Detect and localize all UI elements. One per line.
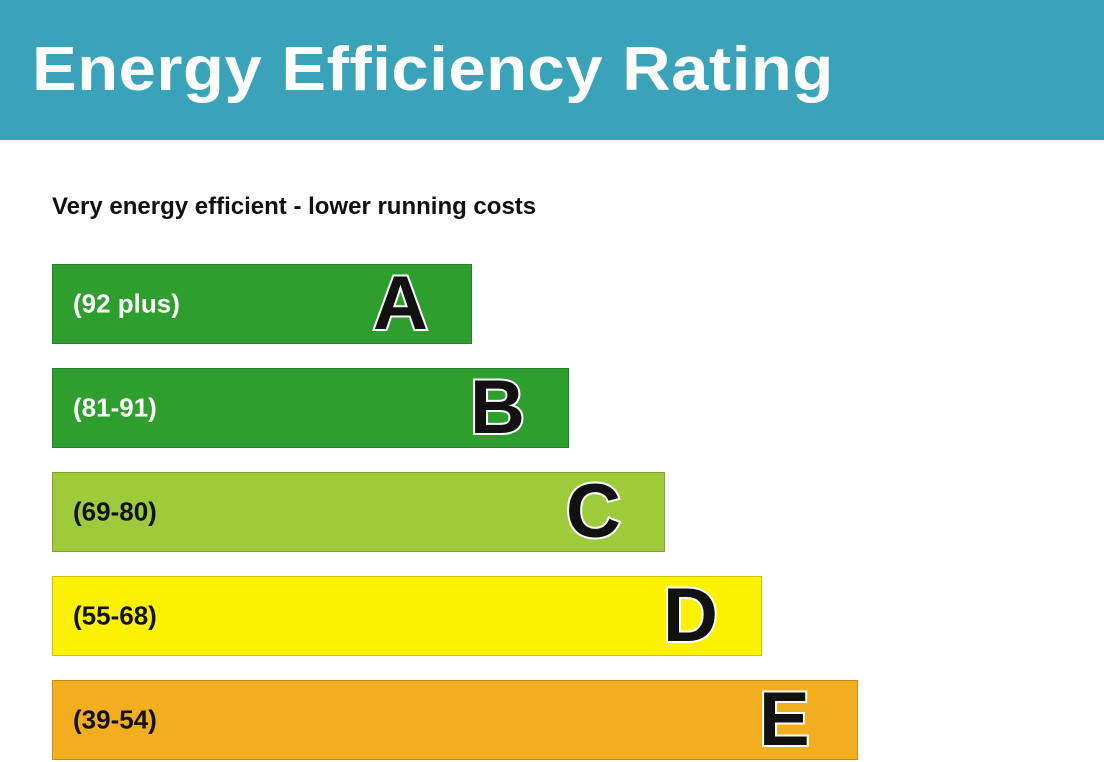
rating-band-a: (92 plus) A <box>52 261 472 346</box>
band-letter: E <box>757 677 812 762</box>
band-range-label: (69-80) <box>73 496 157 527</box>
rating-band-d: (55-68) D <box>52 573 762 658</box>
rating-band-b: (81-91) B <box>52 365 569 450</box>
band-letter: D <box>661 573 720 658</box>
rating-band-c: (69-80) C <box>52 469 665 554</box>
band-letter: A <box>371 261 430 346</box>
band-letter: B <box>468 365 527 450</box>
band-range-label: (92 plus) <box>73 288 180 319</box>
efficiency-scale-top-label: Very energy efficient - lower running co… <box>52 193 537 220</box>
rating-band-e: (39-54) E <box>52 677 858 762</box>
page-title: Energy Efficiency Rating <box>32 35 834 104</box>
band-range-label: (55-68) <box>73 600 157 631</box>
band-range-label: (39-54) <box>73 704 157 735</box>
header-banner: Energy Efficiency Rating <box>0 0 1104 140</box>
band-range-label: (81-91) <box>73 392 157 423</box>
band-letter: C <box>564 469 623 554</box>
